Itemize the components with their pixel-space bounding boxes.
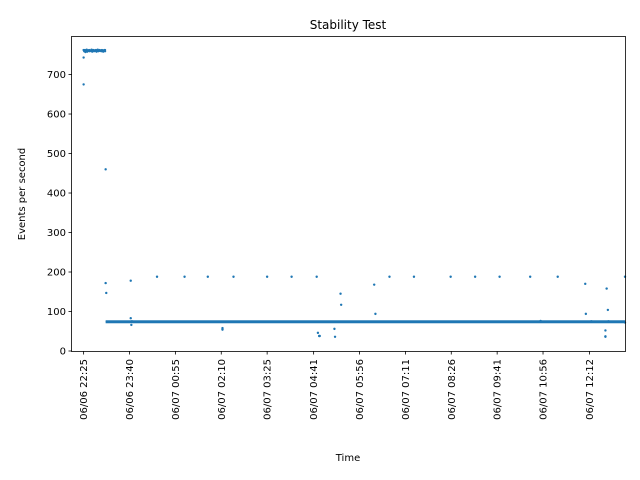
data-point (103, 48, 107, 52)
x-tick-label: 06/06 23:40 (125, 359, 136, 420)
data-point (333, 327, 336, 331)
y-tick-label: 700 (47, 70, 66, 81)
data-point (206, 275, 210, 278)
data-point (232, 275, 235, 278)
data-point (449, 275, 452, 278)
x-axis-label: Time (335, 453, 360, 464)
data-point (316, 331, 320, 335)
data-point (129, 279, 132, 282)
data-point (339, 303, 343, 306)
data-point (183, 275, 186, 278)
baseline-band (105, 320, 626, 324)
data-point (130, 320, 134, 323)
data-point (104, 281, 107, 285)
data-point (605, 287, 608, 290)
data-point (584, 312, 588, 316)
data-point (372, 283, 376, 286)
data-point (604, 335, 607, 338)
data-point (388, 275, 391, 278)
data-point (607, 320, 610, 323)
y-tick-label: 500 (47, 149, 66, 160)
x-tick-label: 06/07 08:26 (447, 359, 458, 420)
data-point (82, 83, 85, 86)
y-tick-label: 400 (47, 189, 66, 200)
chart-title: Stability Test (310, 18, 387, 32)
x-tick-label: 06/07 02:10 (217, 359, 228, 420)
data-point (374, 312, 377, 316)
y-tick-label: 200 (47, 268, 66, 279)
data-point (498, 275, 501, 278)
data-point (412, 275, 416, 278)
y-tick-label: 300 (47, 228, 66, 239)
data-point (539, 319, 542, 323)
data-point (221, 328, 224, 331)
x-tick-label: 06/07 05:56 (355, 359, 366, 420)
data-point (473, 275, 477, 278)
data-point (104, 168, 107, 171)
data-point (130, 323, 133, 327)
data-point (584, 282, 587, 286)
data-point (318, 334, 321, 338)
data-point (105, 320, 109, 323)
data-point (129, 317, 132, 320)
data-point (265, 275, 269, 278)
y-tick-label: 0 (60, 347, 66, 358)
data-point (155, 275, 159, 278)
x-tick-label: 06/07 03:25 (263, 359, 274, 420)
data-point (339, 292, 342, 295)
data-point (606, 308, 610, 312)
y-tick-label: 600 (47, 110, 66, 121)
data-point (590, 320, 593, 323)
x-tick-label: 06/07 10:56 (539, 359, 550, 420)
x-tick-label: 06/06 22:25 (79, 359, 90, 420)
y-tick-label: 100 (47, 307, 66, 318)
x-axis-ticks: 06/06 22:25 06/06 23:40 06/07 00:55 06/07 0… (79, 351, 596, 420)
data-point (105, 291, 108, 295)
x-tick-label: 06/07 04:41 (309, 359, 320, 420)
data-point (604, 329, 607, 332)
x-tick-label: 06/07 09:41 (493, 359, 504, 420)
data-point (315, 275, 318, 278)
y-axis-label: Events per second (17, 148, 28, 241)
axes-frame (71, 36, 626, 352)
data-point (333, 335, 337, 338)
x-tick-label: 06/07 12:12 (585, 359, 596, 420)
data-point (290, 275, 293, 278)
data-point (528, 275, 532, 278)
x-tick-label: 06/07 00:55 (171, 359, 182, 420)
x-tick-label: 06/07 07:11 (401, 359, 412, 420)
plot-area: 06/06 22:25 06/06 23:40 06/07 00:55 06/07 0… (47, 36, 627, 420)
data-point (556, 275, 559, 278)
data-point (82, 56, 85, 59)
